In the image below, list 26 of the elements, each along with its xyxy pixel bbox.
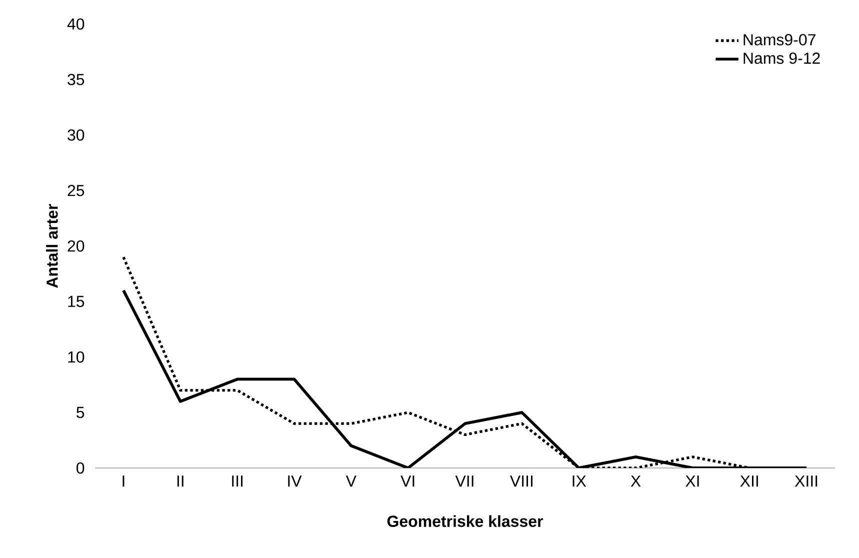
x-tick-label: XI bbox=[685, 476, 699, 487]
x-tick-label: III bbox=[232, 476, 243, 487]
legend-label: Nams 9-12 bbox=[744, 52, 820, 64]
legend-label: Nams9-07 bbox=[744, 34, 816, 46]
y-tick-label: 40 bbox=[67, 18, 84, 30]
x-tick-label: IV bbox=[288, 476, 302, 487]
x-tick-label: I bbox=[122, 476, 124, 487]
x-tick-label: XII bbox=[740, 476, 758, 487]
x-tick-label: II bbox=[177, 476, 184, 487]
y-axis-title: Antall arter bbox=[46, 204, 58, 288]
y-tick-label: 25 bbox=[68, 184, 84, 196]
x-tick-label: X bbox=[630, 476, 641, 487]
y-tick-label: 20 bbox=[68, 240, 84, 252]
y-tick-label: 0 bbox=[76, 462, 84, 474]
y-tick-label: 30 bbox=[68, 129, 84, 141]
y-tick-label: 10 bbox=[68, 351, 84, 363]
x-axis-title: Geometriske klasser bbox=[387, 515, 543, 527]
y-tick-label: 35 bbox=[68, 74, 84, 86]
x-tick-label: VII bbox=[455, 476, 474, 487]
x-tick-label: IX bbox=[572, 476, 586, 487]
x-tick-label: V bbox=[346, 476, 356, 487]
y-tick-label: 15 bbox=[68, 296, 84, 308]
x-tick-label: XIII bbox=[794, 476, 818, 487]
x-tick-label: VIII bbox=[510, 476, 532, 487]
x-tick-label: VI bbox=[400, 476, 414, 487]
y-tick-label: 5 bbox=[76, 406, 84, 418]
